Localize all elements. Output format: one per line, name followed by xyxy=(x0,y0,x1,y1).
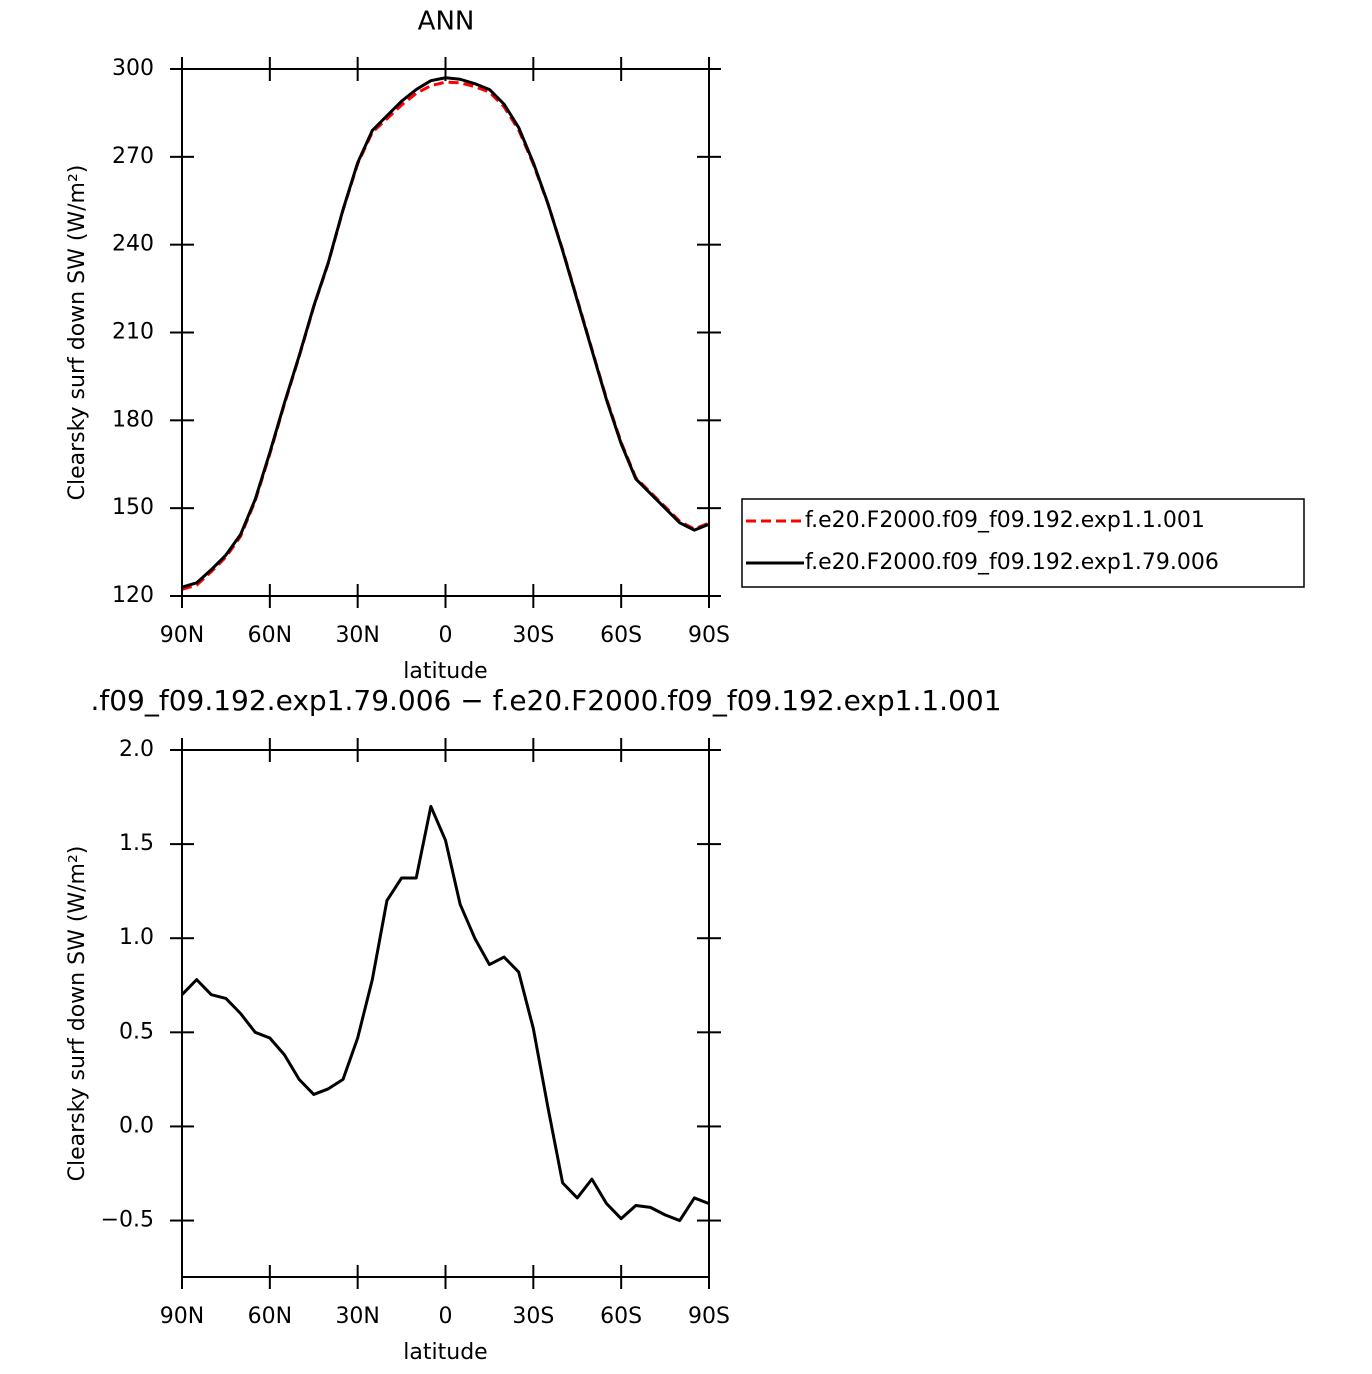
data-line xyxy=(180,804,710,1223)
y-tick-label: 150 xyxy=(112,495,154,520)
x-tick-label: 90S xyxy=(688,623,730,648)
x-tick-label: 0 xyxy=(439,623,453,648)
y-tick-label: 210 xyxy=(112,320,154,345)
legend-label: f.e20.F2000.f09_f09.192.exp1.1.001 xyxy=(805,508,1205,533)
x-tick-label: 60S xyxy=(600,623,642,648)
y-tick-label: 2.0 xyxy=(119,737,154,762)
x-tick-label: 90N xyxy=(160,623,204,648)
y-tick-label: 1.5 xyxy=(119,831,154,856)
x-tick-label: 30S xyxy=(512,1304,554,1329)
y-tick-label: 240 xyxy=(112,232,154,257)
plot-frame xyxy=(181,749,710,1278)
x-axis-label: latitude xyxy=(403,659,487,684)
y-tick-label: 120 xyxy=(112,583,154,608)
x-tick-label: 0 xyxy=(439,1304,453,1329)
x-tick-label: 60N xyxy=(248,623,292,648)
y-tick-label: 270 xyxy=(112,144,154,169)
x-tick-label: 60S xyxy=(600,1304,642,1329)
y-tick-label: −0.5 xyxy=(101,1208,154,1233)
x-tick-label: 60N xyxy=(248,1304,292,1329)
chart-title: ANN xyxy=(418,7,475,37)
x-tick-label: 90N xyxy=(160,1304,204,1329)
y-tick-label: 300 xyxy=(112,56,154,81)
y-tick-label: 1.0 xyxy=(119,925,154,950)
x-axis-label: latitude xyxy=(403,1340,487,1365)
y-tick-label: 0.0 xyxy=(119,1113,154,1138)
data-line xyxy=(181,80,710,591)
x-tick-label: 30S xyxy=(512,623,554,648)
x-tick-label: 30N xyxy=(335,1304,379,1329)
data-line xyxy=(181,76,710,589)
x-tick-label: 30N xyxy=(335,623,379,648)
y-axis-label: Clearsky surf down SW (W/m²) xyxy=(65,846,90,1182)
y-tick-label: 0.5 xyxy=(119,1019,154,1044)
legend-box xyxy=(741,498,1305,588)
plot-frame xyxy=(181,68,710,597)
legend-label: f.e20.F2000.f09_f09.192.exp1.79.006 xyxy=(805,550,1219,575)
x-tick-label: 90S xyxy=(688,1304,730,1329)
chart-title: .f09_f09.192.exp1.79.006 − f.e20.F2000.f… xyxy=(90,684,1001,717)
y-tick-label: 180 xyxy=(112,407,154,432)
y-axis-label: Clearsky surf down SW (W/m²) xyxy=(65,165,90,501)
